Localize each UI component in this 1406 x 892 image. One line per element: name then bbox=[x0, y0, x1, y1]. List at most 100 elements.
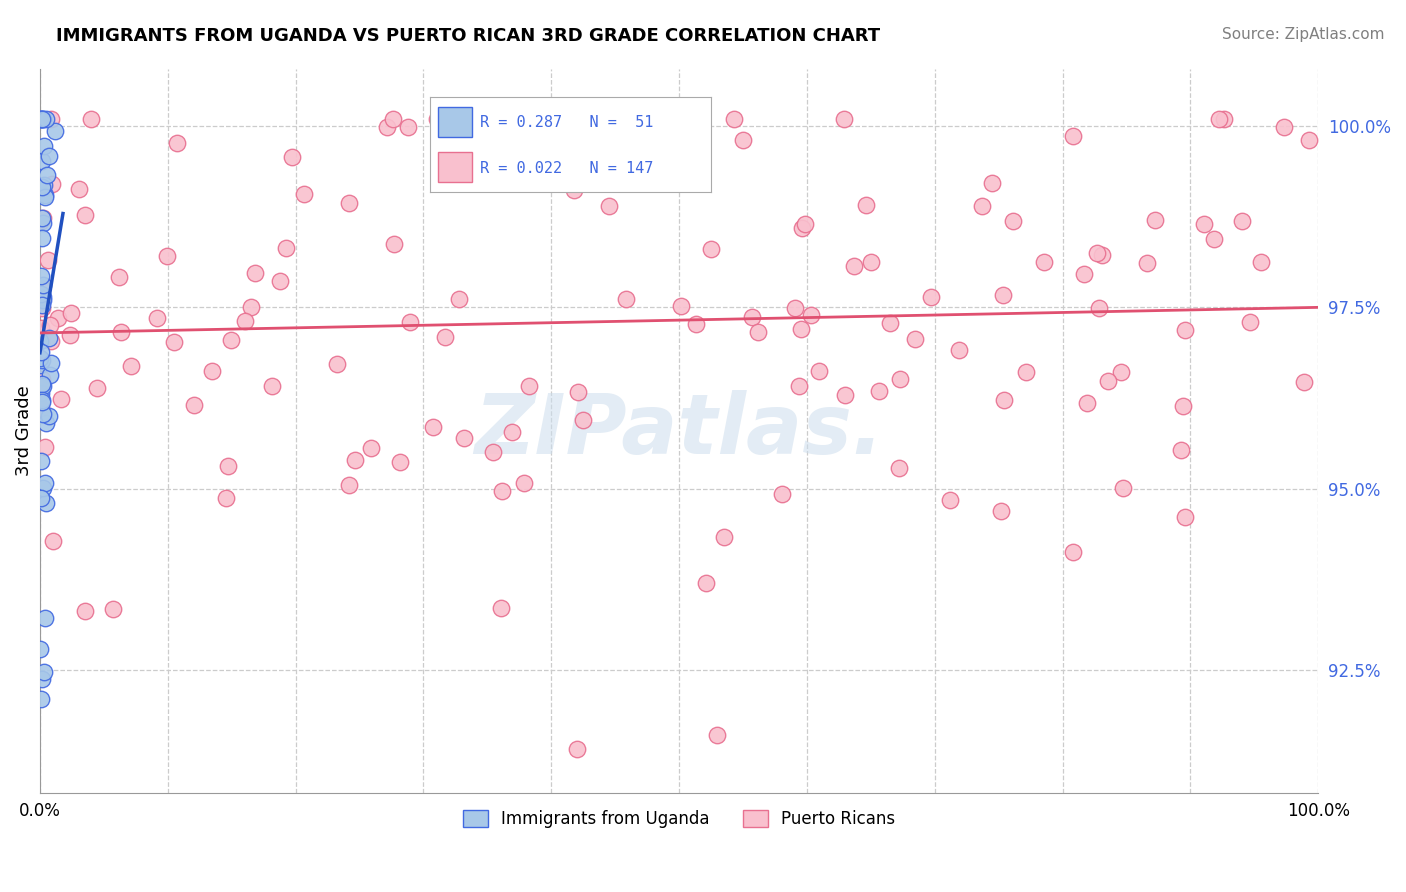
Point bbox=[42, 534, 65, 549]
Point bbox=[1091, 247, 1114, 261]
Point bbox=[31, 231, 53, 245]
Point bbox=[34, 611, 56, 625]
Point bbox=[731, 133, 754, 147]
Point bbox=[868, 384, 890, 398]
Point bbox=[281, 150, 304, 164]
Point bbox=[44, 124, 66, 138]
Point bbox=[564, 183, 586, 197]
Point bbox=[30, 112, 52, 127]
Point bbox=[948, 343, 970, 357]
Point bbox=[30, 287, 52, 301]
Point bbox=[260, 379, 283, 393]
Point bbox=[1171, 399, 1194, 413]
Point bbox=[491, 483, 513, 498]
Point bbox=[671, 299, 693, 313]
Point bbox=[1173, 323, 1195, 337]
Point bbox=[1144, 213, 1167, 227]
Point bbox=[1272, 120, 1295, 134]
Point bbox=[156, 249, 179, 263]
Point bbox=[38, 331, 60, 345]
Point bbox=[343, 453, 366, 467]
Point bbox=[1232, 214, 1254, 228]
Point bbox=[30, 215, 52, 229]
Point bbox=[1001, 214, 1024, 228]
Point bbox=[399, 315, 422, 329]
Point bbox=[30, 491, 52, 506]
Point bbox=[59, 306, 82, 320]
Point bbox=[269, 274, 291, 288]
Point bbox=[1250, 255, 1272, 269]
Point bbox=[790, 221, 813, 235]
Point bbox=[274, 241, 297, 255]
Point bbox=[30, 345, 52, 359]
Point bbox=[1087, 246, 1109, 260]
Point bbox=[1239, 315, 1261, 329]
Point bbox=[30, 380, 52, 394]
Point bbox=[1062, 129, 1084, 144]
Point bbox=[51, 392, 73, 406]
Legend: Immigrants from Uganda, Puerto Ricans: Immigrants from Uganda, Puerto Ricans bbox=[456, 804, 903, 835]
Point bbox=[501, 425, 523, 439]
Point bbox=[31, 298, 53, 312]
Point bbox=[31, 278, 53, 293]
Point bbox=[360, 441, 382, 455]
Point bbox=[1015, 365, 1038, 379]
Point bbox=[855, 198, 877, 212]
Point bbox=[598, 199, 620, 213]
Point bbox=[512, 475, 534, 490]
Point bbox=[842, 259, 865, 273]
Point bbox=[31, 395, 53, 409]
Point bbox=[783, 301, 806, 316]
Point bbox=[1033, 255, 1056, 269]
Point bbox=[517, 379, 540, 393]
Point bbox=[1208, 112, 1230, 127]
Point bbox=[38, 409, 60, 424]
Point bbox=[46, 310, 69, 325]
Point bbox=[41, 355, 63, 369]
Point bbox=[31, 301, 53, 316]
Point bbox=[35, 416, 58, 430]
Point bbox=[166, 136, 188, 151]
Point bbox=[1213, 112, 1236, 127]
Point bbox=[31, 376, 53, 391]
Point bbox=[396, 120, 419, 135]
Text: IMMIGRANTS FROM UGANDA VS PUERTO RICAN 3RD GRADE CORRELATION CHART: IMMIGRANTS FROM UGANDA VS PUERTO RICAN 3… bbox=[56, 27, 880, 45]
Point bbox=[723, 112, 745, 127]
Point bbox=[460, 170, 482, 185]
Point bbox=[388, 454, 411, 468]
Point bbox=[120, 359, 142, 373]
Point bbox=[747, 326, 769, 340]
Point bbox=[1111, 481, 1133, 495]
Point bbox=[571, 413, 593, 427]
Point bbox=[30, 351, 52, 365]
Point bbox=[101, 602, 124, 616]
Point bbox=[243, 266, 266, 280]
Point bbox=[30, 691, 52, 706]
Point bbox=[183, 398, 205, 412]
Point bbox=[860, 255, 883, 269]
Point bbox=[32, 481, 55, 495]
Point bbox=[575, 173, 598, 187]
Point bbox=[1298, 133, 1320, 147]
Point bbox=[593, 151, 616, 165]
Point bbox=[787, 379, 810, 393]
Point bbox=[35, 168, 58, 182]
Point bbox=[706, 728, 728, 742]
Point bbox=[34, 187, 56, 202]
Point bbox=[832, 112, 855, 127]
Point bbox=[39, 318, 62, 333]
Point bbox=[489, 601, 512, 615]
Point bbox=[219, 333, 242, 347]
Point bbox=[239, 300, 262, 314]
Point bbox=[620, 147, 643, 161]
Point bbox=[30, 454, 52, 468]
Point bbox=[31, 372, 53, 386]
Point bbox=[201, 364, 224, 378]
Text: Source: ZipAtlas.com: Source: ZipAtlas.com bbox=[1222, 27, 1385, 42]
Point bbox=[1136, 256, 1159, 270]
Point bbox=[30, 641, 52, 656]
Point bbox=[337, 478, 360, 492]
Point bbox=[30, 382, 52, 396]
Point bbox=[990, 504, 1012, 518]
Point bbox=[904, 332, 927, 346]
